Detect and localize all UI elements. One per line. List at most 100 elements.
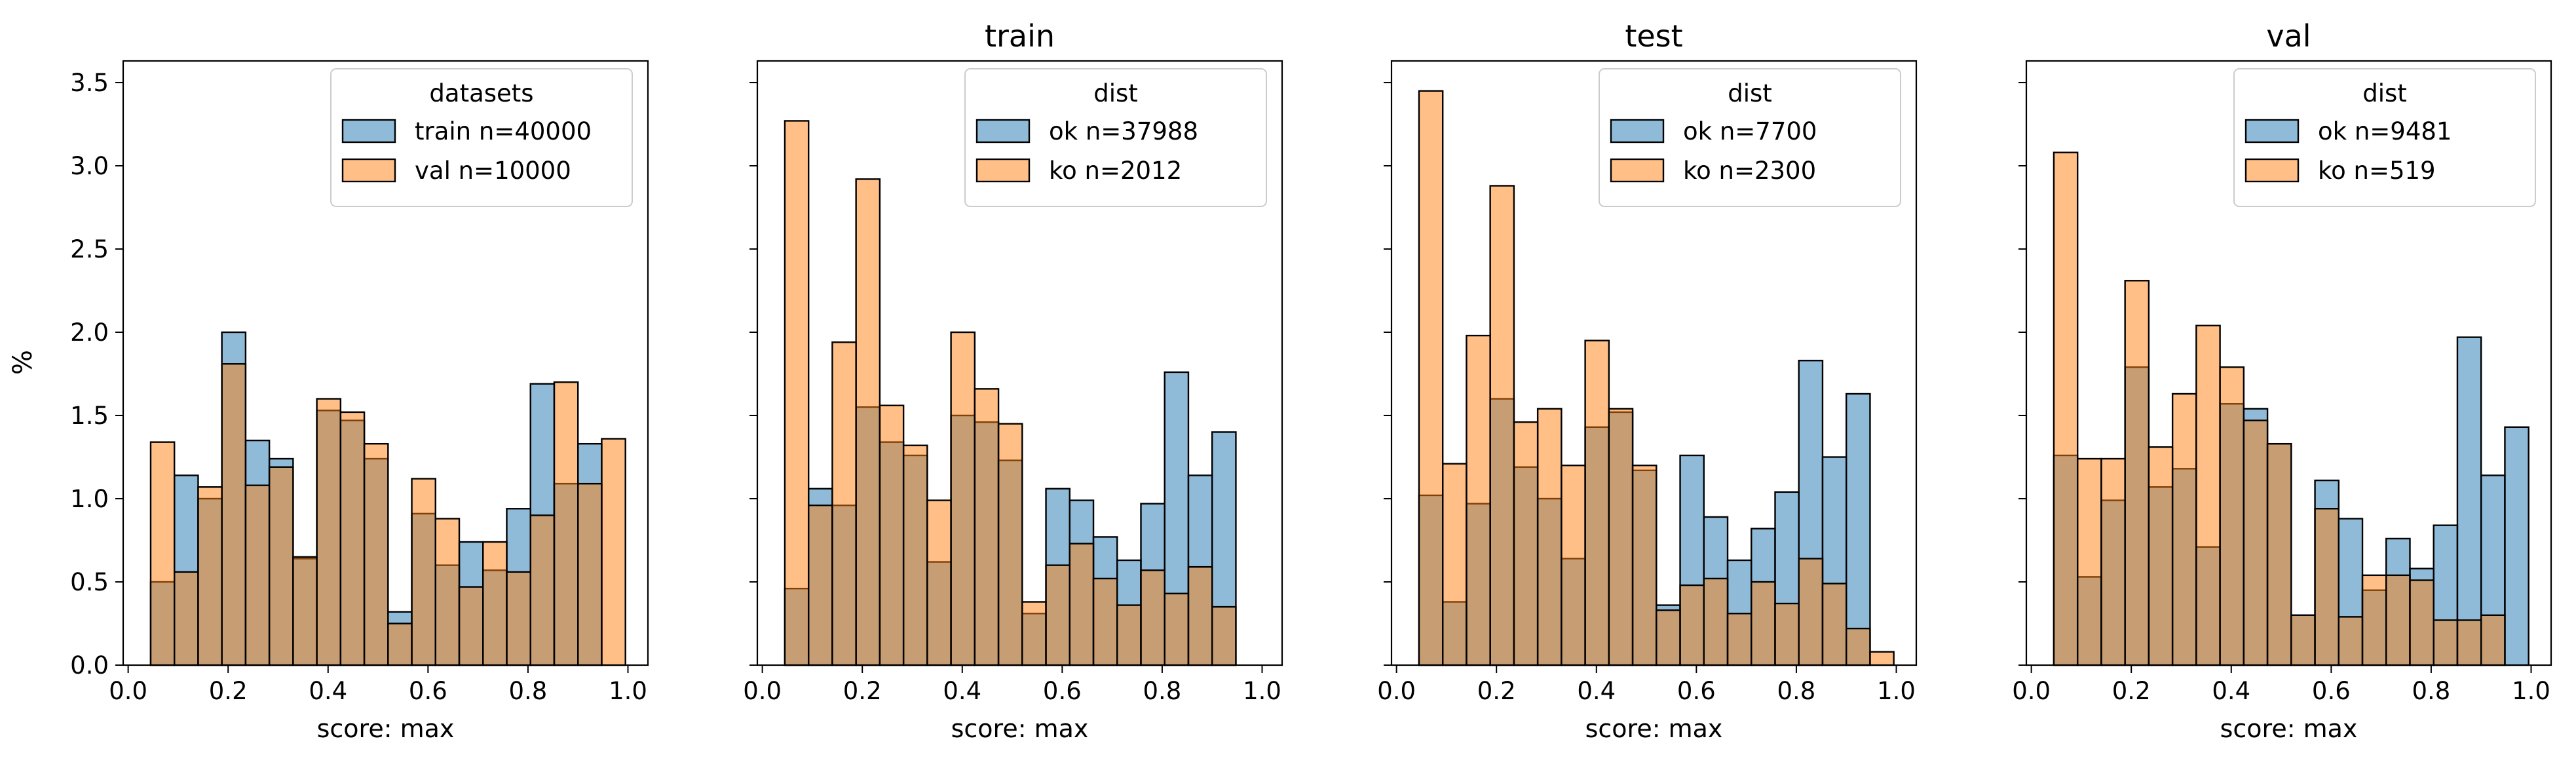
legend-entry: ok n=37988 — [1049, 117, 1198, 145]
histogram-bar — [2338, 616, 2364, 666]
legend-entry: val n=10000 — [415, 157, 571, 185]
legend-swatch-orange — [975, 158, 1031, 183]
histogram-bar — [1726, 613, 1752, 666]
histogram-bar — [2219, 366, 2245, 666]
histogram-bar — [1561, 465, 1586, 666]
histogram-bar — [363, 442, 389, 666]
x-tick-label: 0.4 — [943, 677, 981, 705]
histogram-bar — [2433, 619, 2459, 666]
histogram-bar — [339, 411, 366, 666]
x-tick-label: 0.6 — [2312, 677, 2351, 705]
x-tick-label: 0.8 — [2412, 677, 2450, 705]
x-tick-label: 0.0 — [1377, 677, 1416, 705]
histogram-bar — [411, 478, 436, 666]
y-tick-label: 3.0 — [70, 152, 109, 180]
histogram-bar — [458, 586, 484, 666]
legend-swatch-orange — [341, 158, 396, 183]
x-tick-label: 0.6 — [409, 677, 447, 705]
histogram-bar — [784, 120, 810, 666]
legend-swatch-blue — [341, 119, 396, 144]
x-tick-label: 1.0 — [609, 677, 647, 705]
histogram-bar — [197, 486, 223, 666]
histogram-bar — [1656, 609, 1681, 666]
legend-entry: ko n=2300 — [1683, 157, 1816, 185]
histogram-bar — [1679, 584, 1705, 666]
histogram-bar — [1631, 465, 1657, 666]
legend-title: dist — [1728, 79, 1772, 107]
histogram-bar — [434, 518, 461, 666]
histogram-bar — [221, 363, 247, 666]
histogram-panel-2: 0.0 0.2 0.4 0.6 0.8 1.0 score: max train dist ok … — [743, 18, 1283, 743]
x-axis-label: score: max — [317, 714, 455, 743]
histogram-bar — [879, 404, 905, 666]
y-tick-label: 1.0 — [70, 485, 109, 513]
histogram-panel-4: 0.0 0.2 0.4 0.6 0.8 1.0 score: max val dist ok n=… — [2012, 18, 2552, 743]
x-tick-label: 0.0 — [109, 677, 147, 705]
legend-entry: train n=40000 — [415, 117, 592, 145]
y-tick-label: 3.5 — [70, 69, 109, 97]
histogram-bar — [482, 541, 508, 666]
histogram-bar — [902, 444, 928, 666]
histogram-bar — [1021, 601, 1047, 666]
histogram-bar — [2290, 614, 2316, 666]
histogram-bar — [1845, 393, 1871, 666]
histogram-bar — [1774, 602, 1800, 666]
histogram-panel-1: 0.0 0.2 0.4 0.6 0.8 1.0 0.0 0.5 1.0 1.5 2.0 2.5 3.0 3… — [70, 60, 649, 743]
histogram-bar — [807, 504, 833, 666]
axes-frame — [122, 60, 649, 666]
legend-entry: ko n=519 — [2318, 157, 2436, 185]
histogram-bar — [1069, 543, 1095, 666]
histogram-bar — [1703, 577, 1729, 666]
histogram-bar — [2504, 426, 2529, 666]
histogram-bar — [2195, 324, 2221, 666]
legend: dist ok n=37988 ko n=2012 — [964, 68, 1267, 207]
y-tick-label: 1.5 — [70, 402, 109, 430]
x-tick-label: 1.0 — [1877, 677, 1916, 705]
histogram-bar — [1869, 651, 1895, 666]
legend-swatch-orange — [1610, 158, 1665, 183]
legend-entry: ok n=7700 — [1683, 117, 1817, 145]
histogram-bar — [1211, 605, 1237, 666]
histogram-bar — [1489, 185, 1515, 666]
legend-box — [964, 68, 1267, 207]
x-axis-label: score: max — [951, 714, 1089, 743]
x-tick-label: 1.0 — [1243, 677, 1281, 705]
histogram-bar — [553, 381, 579, 666]
histogram-bar — [1441, 463, 1468, 666]
x-tick-label: 0.6 — [1677, 677, 1716, 705]
histogram-bar — [1116, 604, 1142, 666]
histogram-bar — [1164, 592, 1190, 666]
axes-frame — [756, 60, 1283, 666]
x-tick-label: 0.2 — [1477, 677, 1516, 705]
histogram-bar — [292, 556, 318, 666]
histogram-bar — [2314, 508, 2339, 666]
x-tick-label: 0.4 — [2212, 677, 2250, 705]
panel-title: val — [2266, 18, 2311, 54]
histogram-bar — [2480, 614, 2506, 666]
histogram-bar — [1798, 558, 1824, 666]
histogram-bar — [2076, 457, 2102, 666]
histogram-bar — [2409, 579, 2434, 666]
x-tick-label: 0.2 — [2112, 677, 2151, 705]
histogram-bar — [2100, 457, 2126, 666]
x-tick-label: 1.0 — [2512, 677, 2550, 705]
histogram-bar — [1466, 334, 1491, 666]
x-tick-label: 0.2 — [843, 677, 882, 705]
legend-swatch-blue — [975, 119, 1031, 144]
histogram-bar — [529, 514, 556, 666]
axes-frame — [1390, 60, 1918, 666]
legend-title: datasets — [429, 79, 533, 107]
histogram-bar — [1092, 577, 1118, 666]
legend-entry: ko n=2012 — [1049, 157, 1182, 185]
histogram-bar — [2171, 393, 2197, 666]
legend: datasets train n=40000 val n=10000 — [330, 68, 633, 207]
y-tick-label: 0.5 — [70, 568, 109, 596]
x-tick-label: 0.2 — [209, 677, 248, 705]
histogram-bar — [244, 484, 271, 666]
legend-swatch-orange — [2245, 158, 2300, 183]
histogram-bar — [1845, 627, 1871, 666]
histogram-bar — [2456, 619, 2482, 666]
x-axis-label: score: max — [2220, 714, 2358, 743]
y-tick-label: 2.5 — [70, 235, 109, 263]
